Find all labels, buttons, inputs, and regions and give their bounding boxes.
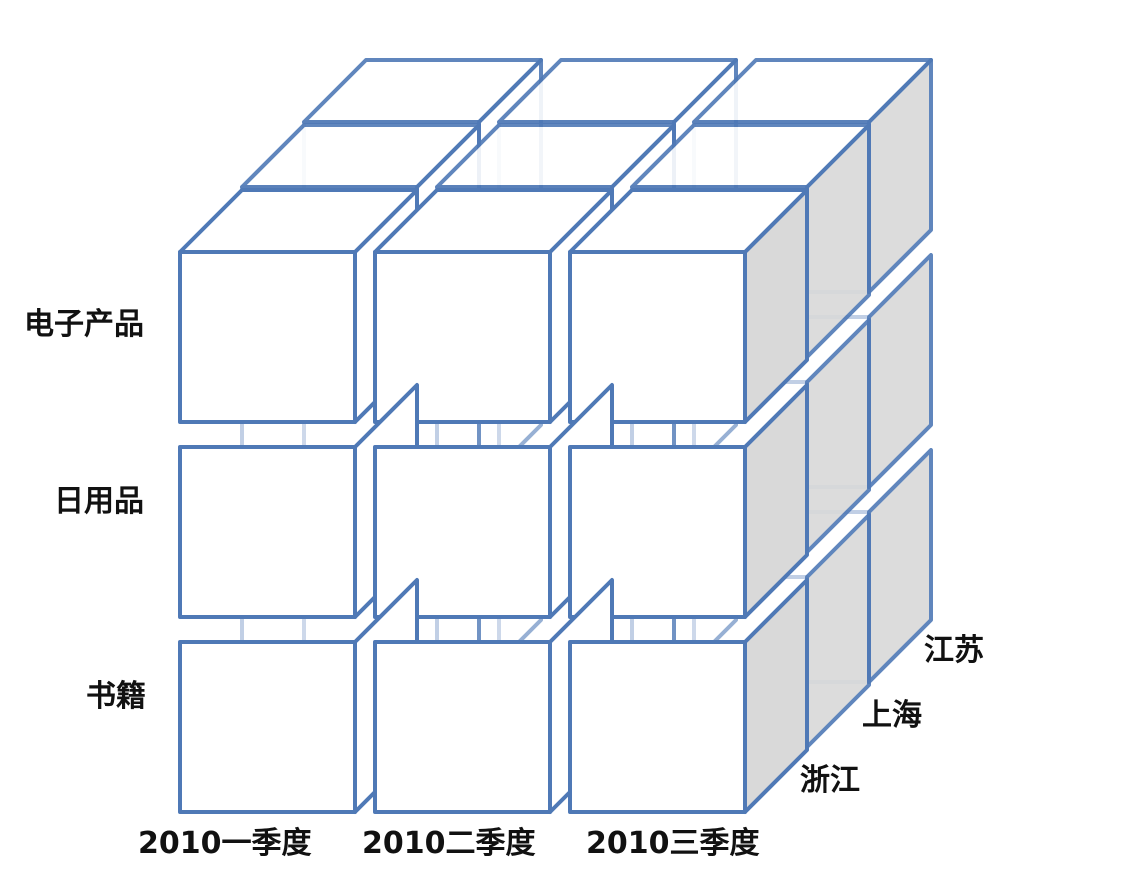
cube-top-face [302, 58, 543, 124]
row-label-daily-goods: 日用品 [54, 484, 144, 519]
cube-front-face [373, 640, 552, 814]
cube-front-face [568, 640, 747, 814]
row-label-books: 书籍 [86, 679, 146, 714]
cube-side-face [867, 253, 933, 489]
cube-front-face [178, 250, 357, 424]
column-label-q3: 2010三季度 [586, 826, 760, 861]
depth-label-jiangsu: 江苏 [924, 633, 984, 668]
cube-front-face [568, 250, 747, 424]
row-label-electronics: 电子产品 [24, 307, 144, 342]
column-label-q1: 2010一季度 [138, 826, 312, 861]
depth-label-zhejiang: 浙江 [800, 763, 860, 798]
cube-top-face [692, 58, 933, 124]
cube-top-face [497, 58, 738, 124]
cube-front-face [373, 250, 552, 424]
cube-front-face [373, 445, 552, 619]
cube-front-face [568, 445, 747, 619]
depth-label-shanghai: 上海 [862, 698, 922, 733]
cube-cells [178, 58, 933, 814]
cube-front-face [178, 640, 357, 814]
cube-front-face [178, 445, 357, 619]
cube-top-face [630, 123, 871, 189]
cube-top-face [240, 123, 481, 189]
cube-side-face [867, 448, 933, 684]
cube-top-face [435, 123, 676, 189]
column-label-q2: 2010二季度 [362, 826, 536, 861]
